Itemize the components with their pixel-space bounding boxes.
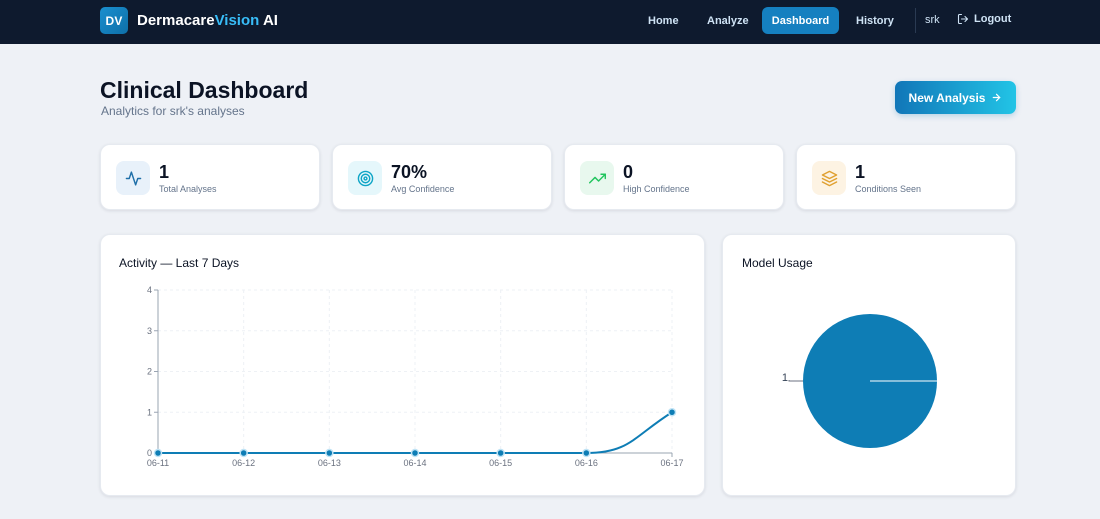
layers-icon (821, 170, 837, 186)
x-tick-label: 06-13 (318, 458, 341, 468)
y-tick-label: 0 (147, 448, 152, 458)
logo-badge[interactable]: DV (100, 7, 128, 34)
stat-icon-wrap (812, 161, 846, 195)
model-usage-panel-title: Model Usage (742, 256, 813, 270)
stat-card-total-analyses: 1 Total Analyses (100, 144, 320, 210)
activity-icon (125, 170, 141, 186)
activity-panel-title: Activity — Last 7 Days (119, 256, 240, 270)
nav-home[interactable]: Home (648, 14, 679, 27)
stat-value: 1 (855, 162, 866, 182)
brand-suffix: AI (262, 12, 278, 29)
page-subtitle: Analytics for srk's analyses (101, 104, 245, 118)
stat-card-avg-confidence: 70% Avg Confidence (332, 144, 552, 210)
stat-label: Conditions Seen (855, 184, 922, 194)
x-tick-label: 06-14 (403, 458, 426, 468)
stat-card-conditions-seen: 1 Conditions Seen (796, 144, 1016, 210)
nav-dashboard[interactable]: Dashboard (762, 7, 839, 34)
model-usage-pie-chart: 1 (782, 314, 937, 448)
data-point (667, 408, 677, 417)
y-tick-label: 4 (147, 285, 152, 295)
top-navbar: DV DermacareVision AI Home Analyze Dashb… (0, 0, 1100, 44)
stat-value: 70% (391, 162, 428, 182)
page-title: Clinical Dashboard (100, 77, 309, 103)
stat-value: 0 (623, 162, 634, 182)
stat-label: Total Analyses (159, 184, 217, 194)
pie-label-leader (788, 380, 803, 382)
x-tick-label: 06-11 (147, 458, 169, 468)
nav-divider (915, 8, 916, 33)
x-tick-label: 06-16 (575, 458, 598, 468)
new-analysis-button[interactable]: New Analysis (895, 81, 1016, 114)
brand-name[interactable]: DermacareVision AI (137, 12, 278, 29)
nav-analyze[interactable]: Analyze (707, 14, 749, 27)
stat-icon-wrap (348, 161, 382, 195)
x-tick-label: 06-12 (232, 458, 255, 468)
data-point (496, 448, 505, 458)
y-tick-label: 1 (147, 407, 152, 417)
pie-data-label: 1 (782, 372, 788, 384)
new-analysis-label: New Analysis (908, 90, 986, 105)
user-name: srk (925, 14, 940, 26)
data-point (239, 448, 248, 458)
stat-card-high-confidence: 0 High Confidence (564, 144, 784, 210)
logout-button[interactable]: Logout (957, 13, 1011, 25)
x-tick-label: 06-17 (660, 458, 683, 468)
stat-value: 1 (159, 162, 170, 182)
x-tick-label: 06-15 (489, 458, 512, 468)
stat-icon-wrap (580, 161, 614, 195)
logout-icon (957, 13, 969, 25)
stat-icon-wrap (116, 161, 150, 195)
activity-panel: Activity — Last 7 Days 0 1 2 3 4 06-11 06-12 06… (100, 234, 705, 496)
data-point (410, 448, 420, 458)
stat-label: High Confidence (623, 184, 690, 194)
y-tick-label: 2 (147, 367, 152, 377)
nav-history[interactable]: History (856, 14, 894, 27)
target-icon (357, 170, 373, 186)
data-point (582, 448, 591, 458)
activity-line-chart: 0 1 2 3 4 06-11 06-12 06-13 06-14 06-15 06-16 06-17 (147, 285, 684, 468)
y-tick-label: 3 (147, 326, 152, 336)
data-point (153, 448, 163, 458)
arrow-right-icon (993, 93, 1001, 102)
data-point (325, 448, 334, 458)
stat-label: Avg Confidence (391, 184, 455, 194)
logout-label: Logout (974, 13, 1012, 25)
model-usage-panel: Model Usage 1 (722, 234, 1016, 496)
trending-up-icon (588, 173, 606, 183)
brand-main: Dermacare (137, 12, 215, 29)
brand-accent: Vision (214, 12, 260, 29)
